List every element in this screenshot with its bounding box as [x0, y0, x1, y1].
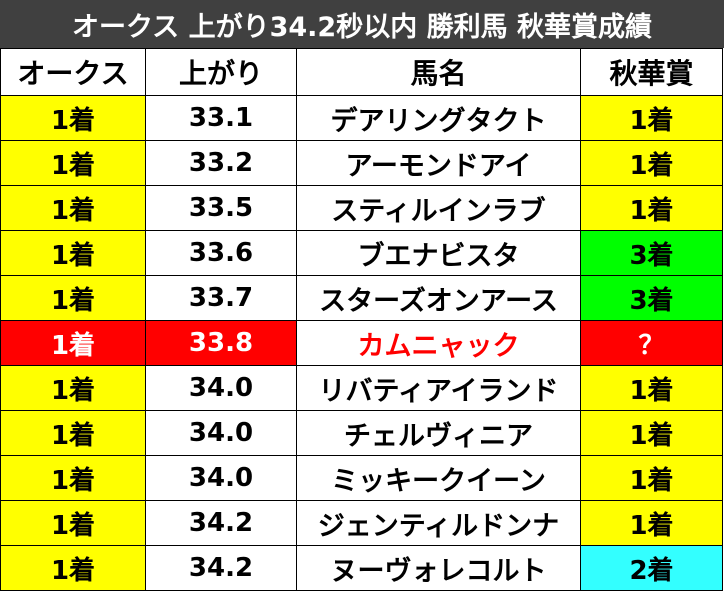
cell-shuka-result: 1着: [580, 95, 723, 141]
cell-shuka-result: ？: [580, 320, 723, 366]
table-row: 1着 34.0 リバティアイランド 1着: [0, 365, 723, 411]
cell-horse-name: リバティアイランド: [296, 365, 581, 411]
table-row-highlighted: 1着 33.8 カムニャック？: [0, 320, 723, 366]
cell-oaks-result: 1着: [0, 230, 146, 276]
cell-agari-time: 34.2: [145, 545, 297, 591]
cell-horse-name: デアリングタクト: [296, 95, 581, 141]
cell-agari-time: 34.2: [145, 500, 297, 546]
cell-agari-time: 34.0: [145, 455, 297, 501]
cell-horse-name: ミッキークイーン: [296, 455, 581, 501]
header-agari: 上がり: [145, 48, 297, 96]
cell-agari-time: 33.1: [145, 95, 297, 141]
table-row: 1着 34.2 ヌーヴォレコルト 2着: [0, 545, 723, 591]
cell-horse-name: ブエナビスタ: [296, 230, 581, 276]
table-row: 1着 34.2 ジェンティルドンナ 1着: [0, 500, 723, 546]
page-title: オークス 上がり34.2秒以内 勝利馬 秋華賞成績: [0, 0, 724, 48]
results-table: オークス 上がり 馬名 秋華賞 1着 33.1 デアリングタクト 1着 1着 33.2 アー…: [0, 48, 723, 591]
cell-horse-name: ヌーヴォレコルト: [296, 545, 581, 591]
cell-agari-time: 33.2: [145, 140, 297, 186]
cell-agari-time: 33.6: [145, 230, 297, 276]
cell-horse-name: スティルインラブ: [296, 185, 581, 231]
header-oaks: オークス: [0, 48, 146, 96]
cell-shuka-result: 2着: [580, 545, 723, 591]
cell-oaks-result: 1着: [0, 365, 146, 411]
cell-agari-time: 33.7: [145, 275, 297, 321]
cell-horse-name: カムニャック: [296, 320, 581, 366]
cell-horse-name: チェルヴィニア: [296, 410, 581, 456]
cell-shuka-result: 1着: [580, 140, 723, 186]
cell-agari-time: 33.5: [145, 185, 297, 231]
table-header-row: オークス 上がり 馬名 秋華賞: [0, 48, 723, 96]
table-body: 1着 33.1 デアリングタクト 1着 1着 33.2 アーモンドアイ 1着 1着 33.5 スティ…: [0, 95, 723, 591]
table-row: 1着 33.2 アーモンドアイ 1着: [0, 140, 723, 186]
cell-shuka-result: 1着: [580, 185, 723, 231]
cell-oaks-result: 1着: [0, 455, 146, 501]
cell-oaks-result: 1着: [0, 95, 146, 141]
cell-shuka-result: 1着: [580, 455, 723, 501]
table-row: 1着 33.5 スティルインラブ 1着: [0, 185, 723, 231]
header-shuka: 秋華賞: [580, 48, 723, 96]
cell-horse-name: アーモンドアイ: [296, 140, 581, 186]
table-row: 1着 33.7 スターズオンアース 3着: [0, 275, 723, 321]
cell-oaks-result: 1着: [0, 320, 146, 366]
cell-oaks-result: 1着: [0, 500, 146, 546]
cell-oaks-result: 1着: [0, 140, 146, 186]
cell-agari-time: 33.8: [145, 320, 297, 366]
cell-shuka-result: 3着: [580, 275, 723, 321]
cell-agari-time: 34.0: [145, 410, 297, 456]
cell-shuka-result: 1着: [580, 365, 723, 411]
cell-agari-time: 34.0: [145, 365, 297, 411]
cell-horse-name: ジェンティルドンナ: [296, 500, 581, 546]
cell-oaks-result: 1着: [0, 185, 146, 231]
table-row: 1着 34.0 チェルヴィニア 1着: [0, 410, 723, 456]
cell-shuka-result: 1着: [580, 410, 723, 456]
cell-shuka-result: 3着: [580, 230, 723, 276]
cell-shuka-result: 1着: [580, 500, 723, 546]
cell-oaks-result: 1着: [0, 275, 146, 321]
cell-horse-name: スターズオンアース: [296, 275, 581, 321]
table-row: 1着 34.0 ミッキークイーン 1着: [0, 455, 723, 501]
cell-oaks-result: 1着: [0, 545, 146, 591]
cell-oaks-result: 1着: [0, 410, 146, 456]
table-row: 1着 33.6 ブエナビスタ 3着: [0, 230, 723, 276]
table-row: 1着 33.1 デアリングタクト 1着: [0, 95, 723, 141]
header-horse: 馬名: [296, 48, 581, 96]
